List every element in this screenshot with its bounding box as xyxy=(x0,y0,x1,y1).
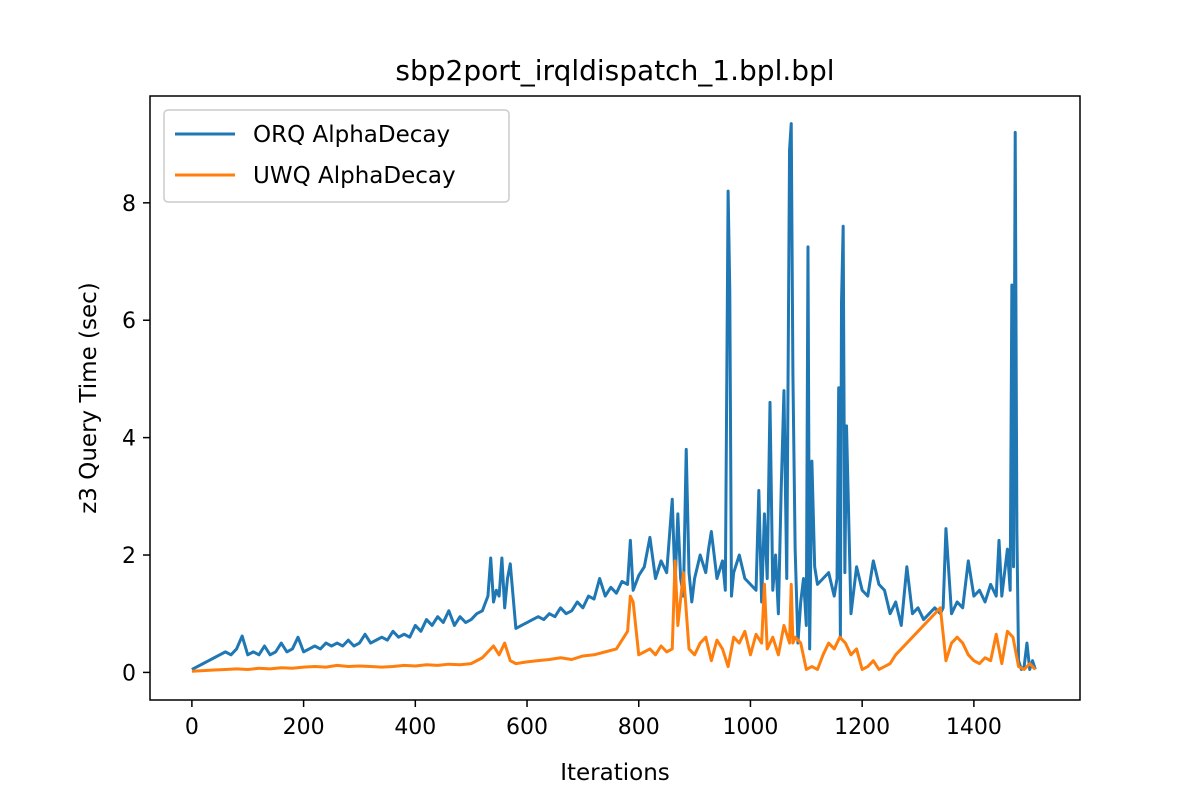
y-axis: 0 2 4 6 8 xyxy=(122,192,150,686)
y-tick-label: 0 xyxy=(122,661,136,686)
y-tick-label: 8 xyxy=(122,192,136,217)
legend-label-uwq: UWQ AlphaDecay xyxy=(253,163,456,189)
y-tick-label: 2 xyxy=(122,544,136,569)
x-tick-label: 800 xyxy=(618,715,660,740)
x-tick-label: 1200 xyxy=(834,715,890,740)
plot-frame xyxy=(149,95,1081,701)
x-tick-label: 600 xyxy=(506,715,548,740)
chart-title: sbp2port_irqldispatch_1.bpl.bpl xyxy=(395,54,834,87)
x-tick-label: 400 xyxy=(394,715,436,740)
y-axis-label: z3 Query Time (sec) xyxy=(76,282,102,514)
y-tick-label: 6 xyxy=(122,309,136,334)
series-layer xyxy=(191,122,1037,673)
legend-label-orq: ORQ AlphaDecay xyxy=(253,122,450,148)
legend: ORQ AlphaDecay UWQ AlphaDecay xyxy=(163,109,510,203)
x-axis-label: Iterations xyxy=(560,760,670,786)
legend-box xyxy=(163,109,510,203)
x-tick-label: 0 xyxy=(185,715,199,740)
x-tick-label: 1400 xyxy=(946,715,1002,740)
series-line-1 xyxy=(191,559,1037,673)
y-tick-label: 4 xyxy=(122,427,136,452)
series-line-0 xyxy=(191,122,1037,671)
x-axis: 0 200 400 600 800 1000 1200 1400 xyxy=(185,700,1002,740)
x-tick-label: 200 xyxy=(283,715,325,740)
x-tick-label: 1000 xyxy=(722,715,778,740)
